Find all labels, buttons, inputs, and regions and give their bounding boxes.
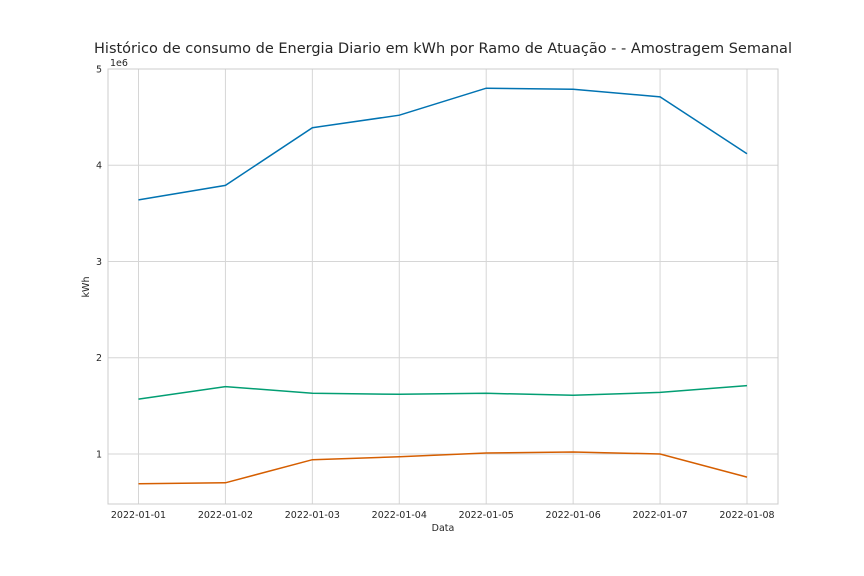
series-line-2 <box>138 384 748 400</box>
x-tick-label: 2022-01-04 <box>372 510 427 521</box>
x-tick-label: 2022-01-01 <box>111 510 166 521</box>
y-tick-label: 5 <box>96 65 102 76</box>
y-tick-label: 4 <box>96 161 102 172</box>
x-tick-label: 2022-01-08 <box>719 510 774 521</box>
y-tick-label: 2 <box>96 353 102 364</box>
grid <box>108 68 778 504</box>
x-axis-label: Data <box>432 523 455 534</box>
x-tick-label: 2022-01-06 <box>546 510 601 521</box>
x-tick-labels: 2022-01-01 2022-01-02 2022-01-03 2022-01-04… <box>111 510 775 521</box>
y-tick-label: 1 <box>96 449 102 460</box>
x-tick-label: 2022-01-05 <box>459 510 514 521</box>
y-axis-label: kWh <box>81 277 92 298</box>
x-tick-label: 2022-01-02 <box>198 510 253 521</box>
series-line-3 <box>138 451 748 485</box>
series-line-1 <box>138 87 748 201</box>
x-tick-label: 2022-01-07 <box>632 510 687 521</box>
y-tick-labels: 1 2 3 4 5 <box>96 65 102 461</box>
series-layer <box>138 87 748 485</box>
y-scale-label: 1e6 <box>110 58 128 69</box>
plot-frame <box>107 68 779 505</box>
chart-title: Histórico de consumo de Energia Diario e… <box>94 41 792 57</box>
x-tick-label: 2022-01-03 <box>285 510 340 521</box>
y-tick-label: 3 <box>96 257 102 268</box>
